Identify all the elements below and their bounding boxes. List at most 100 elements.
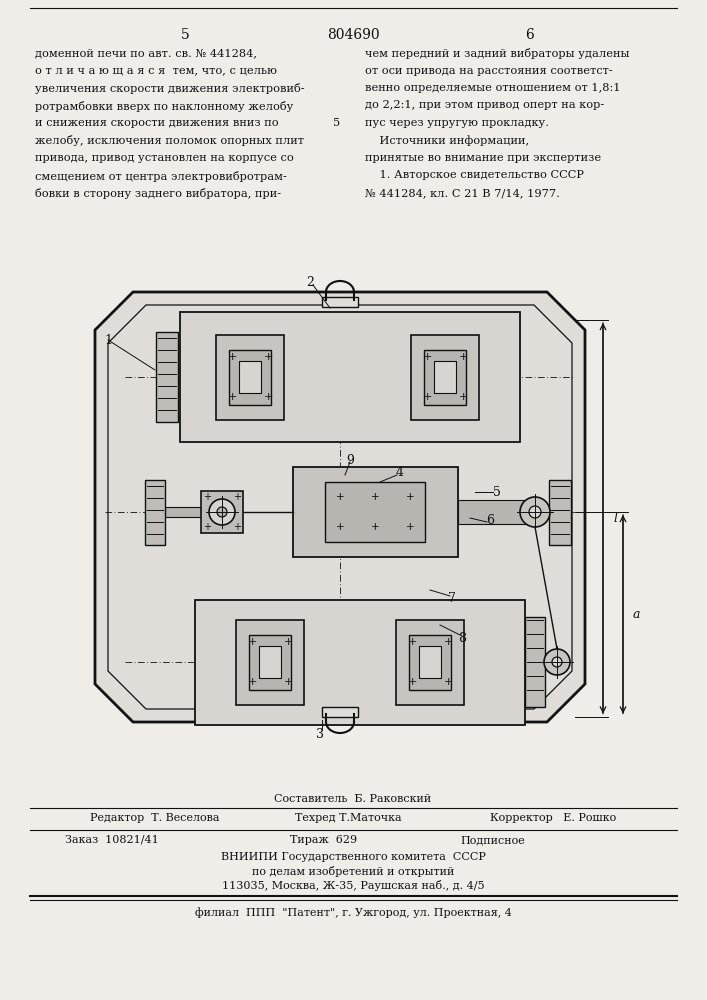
Bar: [145, 480, 165, 544]
Text: филиал  ППП  "Патент", г. Ужгород, ул. Проектная, 4: филиал ППП "Патент", г. Ужгород, ул. Про…: [194, 907, 511, 918]
Text: +: +: [458, 392, 468, 402]
Text: +: +: [284, 677, 293, 687]
Text: Редактор  Т. Веселова: Редактор Т. Веселова: [90, 813, 219, 823]
Text: Подписное: Подписное: [460, 835, 525, 845]
Bar: [259, 646, 281, 678]
Circle shape: [544, 649, 570, 675]
Text: +: +: [458, 352, 468, 362]
Bar: [396, 619, 464, 704]
Text: +: +: [247, 677, 257, 687]
Text: привода, привод установлен на корпусе со: привода, привод установлен на корпусе со: [35, 153, 293, 163]
Bar: [195, 599, 525, 724]
Text: 4: 4: [396, 466, 404, 479]
Text: +: +: [407, 677, 416, 687]
Bar: [322, 707, 358, 717]
Circle shape: [520, 497, 550, 527]
Bar: [419, 646, 441, 678]
Bar: [434, 361, 456, 393]
Text: +: +: [406, 492, 414, 502]
Text: Составитель  Б. Раковский: Составитель Б. Раковский: [274, 794, 432, 804]
Bar: [180, 312, 520, 442]
Text: 113035, Москва, Ж-35, Раушская наб., д. 4/5: 113035, Москва, Ж-35, Раушская наб., д. …: [222, 880, 484, 891]
Text: +: +: [233, 492, 241, 502]
Text: +: +: [370, 522, 380, 532]
Bar: [322, 297, 358, 307]
Text: Источники информации,: Источники информации,: [365, 135, 529, 146]
Text: +: +: [203, 492, 211, 502]
Text: о т л и ч а ю щ а я с я  тем, что, с целью: о т л и ч а ю щ а я с я тем, что, с цель…: [35, 66, 277, 76]
Text: Корректор   Е. Рошко: Корректор Е. Рошко: [490, 813, 617, 823]
Text: по делам изобретений и открытий: по делам изобретений и открытий: [252, 866, 454, 877]
Text: ВНИИПИ Государственного комитета  СССР: ВНИИПИ Государственного комитета СССР: [221, 852, 486, 862]
Text: 1. Авторское свидетельство СССР: 1. Авторское свидетельство СССР: [365, 170, 584, 180]
Text: +: +: [336, 522, 344, 532]
Bar: [530, 527, 542, 617]
Text: +: +: [203, 522, 211, 532]
Text: +: +: [443, 637, 452, 647]
Bar: [409, 635, 451, 690]
Text: смещением от центра электровибротрам-: смещением от центра электровибротрам-: [35, 170, 287, 182]
Text: 804690: 804690: [327, 28, 380, 42]
Text: Тираж  629: Тираж 629: [290, 835, 357, 845]
Text: +: +: [263, 392, 273, 402]
Text: 6: 6: [525, 28, 534, 42]
Text: +: +: [422, 392, 432, 402]
Text: a: a: [633, 608, 641, 621]
Text: l: l: [613, 512, 617, 525]
Text: +: +: [247, 637, 257, 647]
Text: Заказ  10821/41: Заказ 10821/41: [65, 835, 159, 845]
Text: бовки в сторону заднего вибратора, при-: бовки в сторону заднего вибратора, при-: [35, 188, 281, 199]
Text: увеличения скорости движения электровиб-: увеличения скорости движения электровиб-: [35, 83, 305, 94]
Text: 6: 6: [486, 514, 494, 526]
Text: 3: 3: [316, 728, 324, 742]
Text: принятые во внимание при экспертизе: принятые во внимание при экспертизе: [365, 153, 601, 163]
Text: и снижения скорости движения вниз по: и снижения скорости движения вниз по: [35, 118, 279, 128]
Bar: [411, 334, 479, 420]
Bar: [156, 332, 178, 422]
Text: +: +: [263, 352, 273, 362]
Text: +: +: [336, 492, 344, 502]
Text: чем передний и задний вибраторы удалены: чем передний и задний вибраторы удалены: [365, 48, 629, 59]
Text: 2: 2: [306, 275, 314, 288]
Text: +: +: [284, 637, 293, 647]
Bar: [201, 491, 243, 533]
Bar: [239, 361, 261, 393]
Text: +: +: [370, 492, 380, 502]
Text: +: +: [406, 522, 414, 532]
Text: желобу, исключения поломок опорных плит: желобу, исключения поломок опорных плит: [35, 135, 304, 146]
Bar: [424, 350, 466, 404]
Text: +: +: [443, 677, 452, 687]
Bar: [549, 480, 571, 544]
Text: 5: 5: [180, 28, 189, 42]
Bar: [236, 619, 304, 704]
Bar: [216, 334, 284, 420]
Text: 7: 7: [448, 591, 456, 604]
Bar: [325, 482, 425, 542]
Circle shape: [529, 506, 541, 518]
Text: +: +: [228, 392, 237, 402]
Text: от оси привода на расстояния соответст-: от оси привода на расстояния соответст-: [365, 66, 613, 76]
Text: Техред Т.Маточка: Техред Т.Маточка: [295, 813, 402, 823]
Bar: [457, 500, 535, 524]
Text: +: +: [228, 352, 237, 362]
Text: венно определяемые отношением от 1,8:1: венно определяемые отношением от 1,8:1: [365, 83, 621, 93]
Text: 1: 1: [104, 334, 112, 347]
Text: +: +: [233, 522, 241, 532]
Bar: [229, 350, 271, 404]
Text: № 441284, кл. С 21 В 7/14, 1977.: № 441284, кл. С 21 В 7/14, 1977.: [365, 188, 560, 198]
Circle shape: [209, 499, 235, 525]
Text: 8: 8: [458, 632, 466, 645]
Text: 9: 9: [346, 454, 354, 466]
Bar: [165, 507, 201, 517]
Bar: [249, 635, 291, 690]
Bar: [293, 467, 457, 557]
Circle shape: [217, 507, 227, 517]
Text: +: +: [422, 352, 432, 362]
Polygon shape: [95, 292, 585, 722]
Circle shape: [552, 657, 562, 667]
Text: 5: 5: [333, 118, 340, 128]
Text: ротрамбовки вверх по наклонному желобу: ротрамбовки вверх по наклонному желобу: [35, 101, 293, 111]
Bar: [525, 617, 545, 707]
Text: доменной печи по авт. св. № 441284,: доменной печи по авт. св. № 441284,: [35, 48, 257, 58]
Text: +: +: [407, 637, 416, 647]
